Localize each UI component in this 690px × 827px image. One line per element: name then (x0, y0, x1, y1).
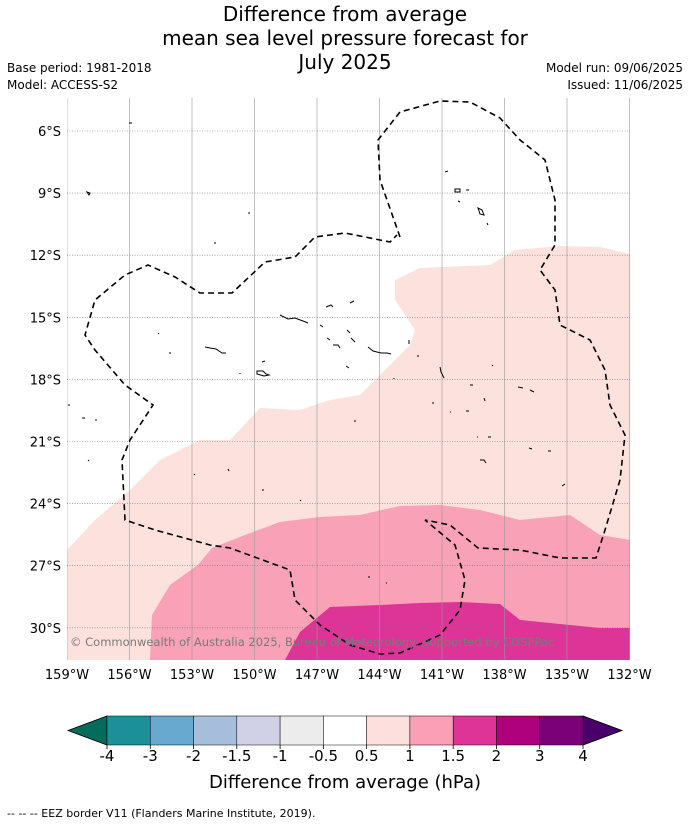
colorbar-tick-label: 3 (535, 747, 545, 765)
title-line-3: July 2025 (298, 50, 392, 74)
title-line-2: mean sea level pressure forecast for (162, 26, 528, 50)
colorbar-swatch (366, 715, 411, 746)
issued-text: Issued: 11/06/2025 (567, 78, 683, 92)
latitude-labels: 6°S 9°S 12°S 15°S 18°S 21°S 24°S 27°S 30°S (30, 125, 61, 637)
lat-label: 18°S (30, 373, 61, 388)
title-line-1: Difference from average (222, 2, 468, 26)
lat-label: 24°S (30, 498, 61, 513)
lon-label: 132°W (607, 668, 651, 683)
colorbar-swatch (409, 715, 454, 746)
model-text: Model: ACCESS-S2 (7, 78, 119, 92)
colorbar-tick-label: -2 (186, 747, 201, 765)
copyright-text: © Commonwealth of Australia 2025, Bureau… (70, 635, 554, 649)
lon-label: 144°W (357, 668, 401, 683)
eez-border (84, 100, 626, 655)
colorbar-under-arrow (66, 715, 108, 746)
band-1.5-2 (285, 602, 630, 660)
lon-label: 156°W (107, 668, 151, 683)
lat-label: 6°S (38, 125, 61, 140)
lon-label: 153°W (170, 668, 214, 683)
colorbar-swatch (539, 715, 584, 746)
colorbar-label: Difference from average (hPa) (209, 772, 481, 793)
gridlines (67, 98, 630, 660)
lon-label: 150°W (232, 668, 276, 683)
lat-label: 27°S (30, 560, 61, 575)
colorbar-tick-label: -3 (143, 747, 158, 765)
lat-label: 21°S (30, 436, 61, 451)
lon-label: 138°W (482, 668, 526, 683)
lat-label: 30°S (30, 622, 61, 637)
colorbar-tick-label: -0.5 (309, 747, 338, 765)
colorbar-tick-label: 2 (492, 747, 502, 765)
colorbar-swatch (323, 715, 367, 746)
model-run-text: Model run: 09/06/2025 (545, 61, 683, 75)
eez-footnote: -- -- -- EEZ border V11 (Flanders Marine… (7, 807, 316, 820)
colorbar-swatch (279, 715, 324, 746)
islands (68, 122, 566, 584)
lat-label: 15°S (30, 311, 61, 326)
colorbar-tick-label: -4 (100, 747, 115, 765)
lon-label: 147°W (295, 668, 339, 683)
longitude-labels: 159°W 156°W 153°W 150°W 147°W 144°W 141°W 138°W… (45, 668, 652, 683)
lat-label: 9°S (38, 187, 61, 202)
colorbar-swatch (106, 715, 151, 746)
meta-left: Base period: 1981-2018 Model: ACCESS-S2 (7, 60, 152, 94)
colorbar-tick-label: 0.5 (355, 747, 379, 765)
colorbar-swatch (452, 715, 497, 746)
colorbar-tick-label: -1.5 (222, 747, 251, 765)
map-area (67, 98, 630, 660)
colorbar-tick-label: 4 (578, 747, 588, 765)
meta-right: Model run: 09/06/2025 Issued: 11/06/2025 (546, 60, 683, 94)
lon-label: 135°W (545, 668, 589, 683)
colorbar-over-arrow (582, 715, 624, 746)
lon-label: 159°W (45, 668, 89, 683)
colorbar-swatch (193, 715, 238, 746)
colorbar: -4 -3 -2 -1.5 -1 -0.5 0.5 1 1.5 2 3 4 (66, 715, 624, 765)
base-period-text: Base period: 1981-2018 (7, 61, 152, 75)
colorbar-tick-label: 1 (405, 747, 415, 765)
lat-label: 12°S (30, 249, 61, 264)
lon-label: 141°W (420, 668, 464, 683)
colorbar-tick-label: 1.5 (441, 747, 465, 765)
colorbar-tick-label: -1 (273, 747, 288, 765)
colorbar-swatch (236, 715, 281, 746)
colorbar-swatch (150, 715, 194, 746)
map-title: Difference from average mean sea level p… (0, 2, 690, 74)
colorbar-swatch (496, 715, 540, 746)
